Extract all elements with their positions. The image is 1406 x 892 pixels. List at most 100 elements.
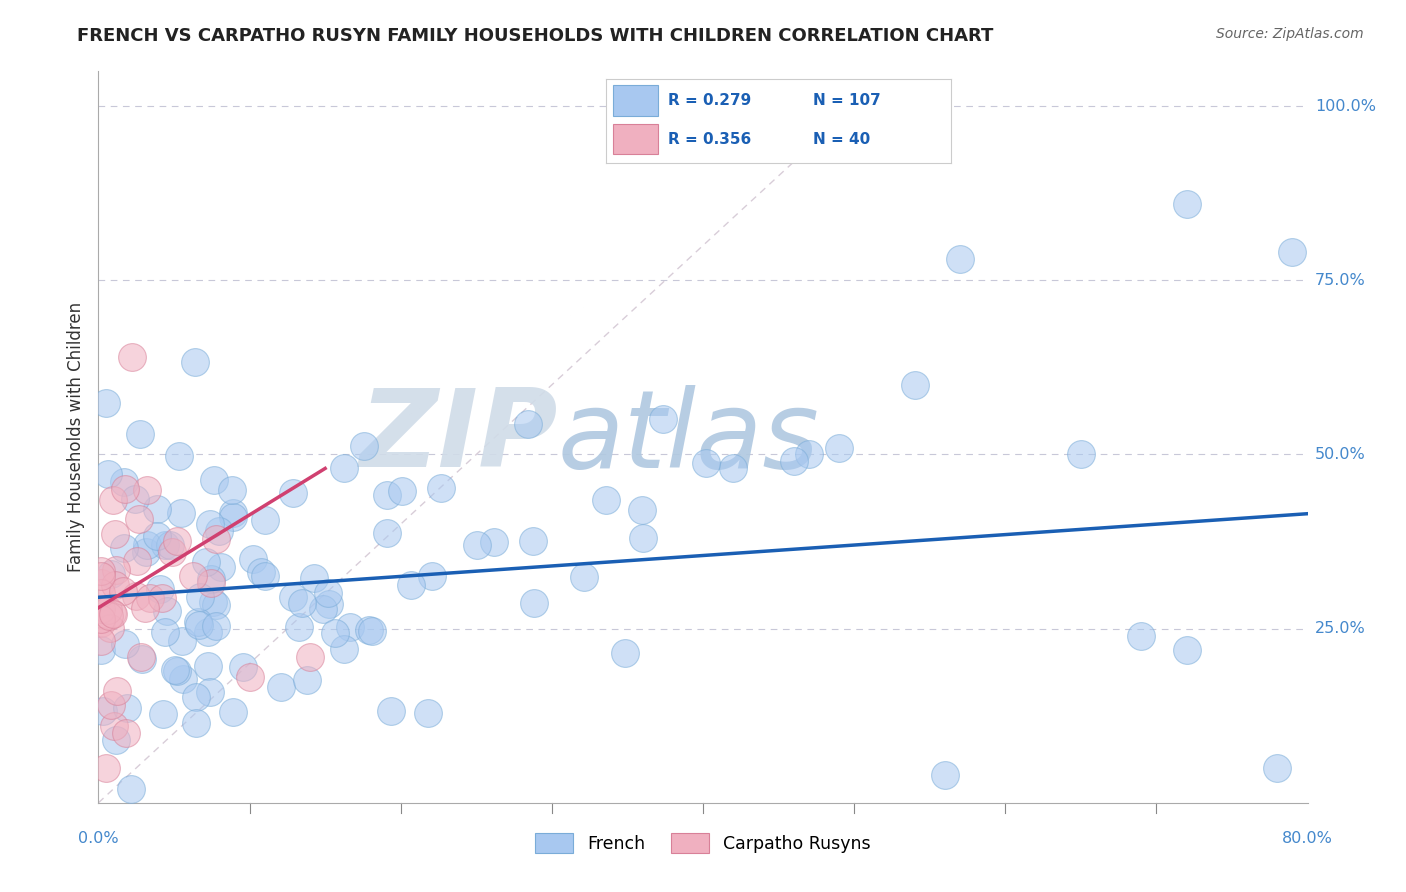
Point xyxy=(101,606,124,620)
Point xyxy=(128,511,150,525)
Point xyxy=(127,554,149,568)
Point xyxy=(253,568,276,582)
Text: 100.0%: 100.0% xyxy=(1315,99,1376,113)
Point xyxy=(100,698,122,713)
Point xyxy=(375,526,398,541)
Point xyxy=(391,484,413,499)
Point xyxy=(112,541,135,556)
Point xyxy=(250,565,273,579)
Point xyxy=(135,483,157,498)
Point xyxy=(517,417,540,431)
Point xyxy=(332,642,354,657)
Point xyxy=(90,616,112,631)
Point xyxy=(429,481,451,495)
Point xyxy=(90,643,112,657)
Point xyxy=(904,377,927,392)
Point xyxy=(232,660,254,674)
Point xyxy=(399,578,422,592)
Point xyxy=(90,568,112,582)
Point xyxy=(146,529,169,543)
Point xyxy=(163,663,186,677)
Text: FRENCH VS CARPATHO RUSYN FAMILY HOUSEHOLDS WITH CHILDREN CORRELATION CHART: FRENCH VS CARPATHO RUSYN FAMILY HOUSEHOL… xyxy=(77,27,994,45)
Point xyxy=(184,715,207,730)
Point xyxy=(323,625,346,640)
Point xyxy=(98,622,121,636)
Point xyxy=(200,576,222,591)
Point xyxy=(112,583,135,598)
Point xyxy=(339,620,361,634)
Text: 75.0%: 75.0% xyxy=(1315,273,1365,288)
Point xyxy=(222,507,245,521)
Point xyxy=(131,650,153,665)
Point xyxy=(149,582,172,596)
Point xyxy=(1267,761,1289,775)
Point xyxy=(134,601,156,615)
Point xyxy=(91,704,114,718)
Point xyxy=(572,570,595,584)
Point xyxy=(156,604,179,618)
Point xyxy=(101,493,124,508)
Text: 25.0%: 25.0% xyxy=(1315,621,1365,636)
Point xyxy=(205,532,228,546)
Point xyxy=(631,503,654,517)
Point xyxy=(181,568,204,582)
Point xyxy=(150,591,173,605)
Point xyxy=(595,493,617,508)
Point xyxy=(723,461,745,475)
Point xyxy=(1175,642,1198,657)
Point xyxy=(205,598,228,612)
Point xyxy=(105,684,128,698)
Point xyxy=(155,625,177,640)
Point xyxy=(160,544,183,558)
Point xyxy=(1130,629,1153,643)
Point xyxy=(283,485,305,500)
Point xyxy=(465,538,488,552)
Point xyxy=(90,586,112,600)
Point xyxy=(139,591,162,605)
Point xyxy=(783,454,806,468)
Point xyxy=(121,350,143,364)
Point xyxy=(484,534,506,549)
Point xyxy=(1070,448,1092,462)
Point xyxy=(651,412,673,426)
Point xyxy=(103,578,125,592)
Point xyxy=(934,768,956,782)
Point xyxy=(103,607,125,621)
Point xyxy=(166,533,188,548)
Text: 80.0%: 80.0% xyxy=(1282,830,1333,846)
Point xyxy=(209,559,232,574)
Point xyxy=(522,534,544,549)
Point xyxy=(188,618,211,632)
Point xyxy=(377,488,399,502)
Point xyxy=(201,595,224,609)
Text: ZIP: ZIP xyxy=(360,384,558,490)
Point xyxy=(184,690,207,705)
Point xyxy=(136,538,159,552)
Point xyxy=(166,664,188,678)
Point xyxy=(98,609,121,624)
Point xyxy=(90,575,112,590)
Point xyxy=(270,680,292,694)
Point xyxy=(695,456,717,470)
Point xyxy=(253,513,276,527)
Point xyxy=(114,726,136,740)
Point xyxy=(146,502,169,516)
Point xyxy=(90,612,112,626)
Point xyxy=(90,564,112,578)
Point xyxy=(299,649,322,664)
Point xyxy=(184,355,207,369)
Point xyxy=(120,781,142,796)
Point xyxy=(152,706,174,721)
Point xyxy=(221,705,243,719)
Point xyxy=(1281,245,1303,260)
Point xyxy=(114,482,136,496)
Point xyxy=(242,552,264,566)
Point xyxy=(197,659,219,673)
Point xyxy=(288,620,311,634)
Point xyxy=(125,590,148,604)
Point xyxy=(318,597,340,611)
Point xyxy=(103,719,125,733)
Point xyxy=(94,761,117,775)
Point xyxy=(197,625,219,640)
Point xyxy=(104,527,127,541)
